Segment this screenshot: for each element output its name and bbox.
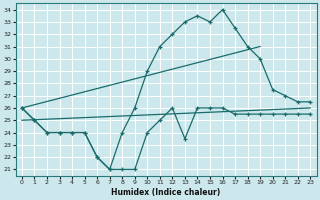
X-axis label: Humidex (Indice chaleur): Humidex (Indice chaleur)	[111, 188, 221, 197]
